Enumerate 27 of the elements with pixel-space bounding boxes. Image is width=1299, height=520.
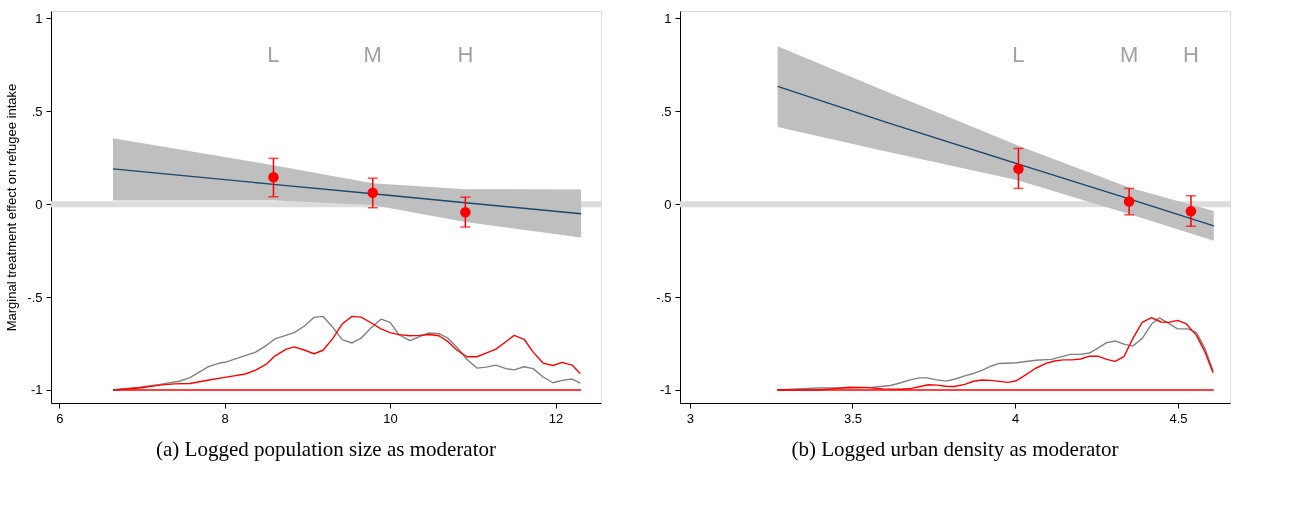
- annotation: M: [363, 42, 382, 67]
- x-tick-label: 3.5: [843, 410, 863, 426]
- y-tick-label: 1: [35, 10, 43, 26]
- x-tick-label: 4.5: [1169, 410, 1188, 426]
- annotation: L: [267, 42, 280, 67]
- annotation: H: [1183, 42, 1199, 67]
- y-tick-label: -.5: [27, 289, 43, 305]
- x-tick-label: 12: [548, 410, 564, 426]
- text: (b) Logged urban density as moderator: [791, 437, 1119, 461]
- x-tick-label: 3: [686, 410, 694, 426]
- y-tick-label: .5: [660, 103, 672, 119]
- y-tick-label: 1: [664, 10, 672, 26]
- y-tick-label: -1: [30, 382, 43, 398]
- y-tick-label: 0: [664, 196, 672, 212]
- annotation: L: [1012, 42, 1025, 67]
- annotation: H: [457, 42, 474, 67]
- y-tick-label: .5: [31, 103, 43, 119]
- text: (a) Logged population size as moderator: [156, 437, 496, 461]
- y-axis-title: Marginal treatment effect on refugee intake: [4, 83, 20, 332]
- y-tick-label: -.5: [656, 289, 672, 305]
- y-tick-label: 0: [35, 196, 43, 212]
- y-tick-label: -1: [659, 382, 672, 398]
- x-tick-label: 10: [383, 410, 398, 426]
- x-tick-label: 4: [1012, 410, 1020, 426]
- x-tick-label: 8: [221, 410, 229, 426]
- x-tick-label: 6: [56, 410, 64, 426]
- annotation: M: [1119, 42, 1139, 67]
